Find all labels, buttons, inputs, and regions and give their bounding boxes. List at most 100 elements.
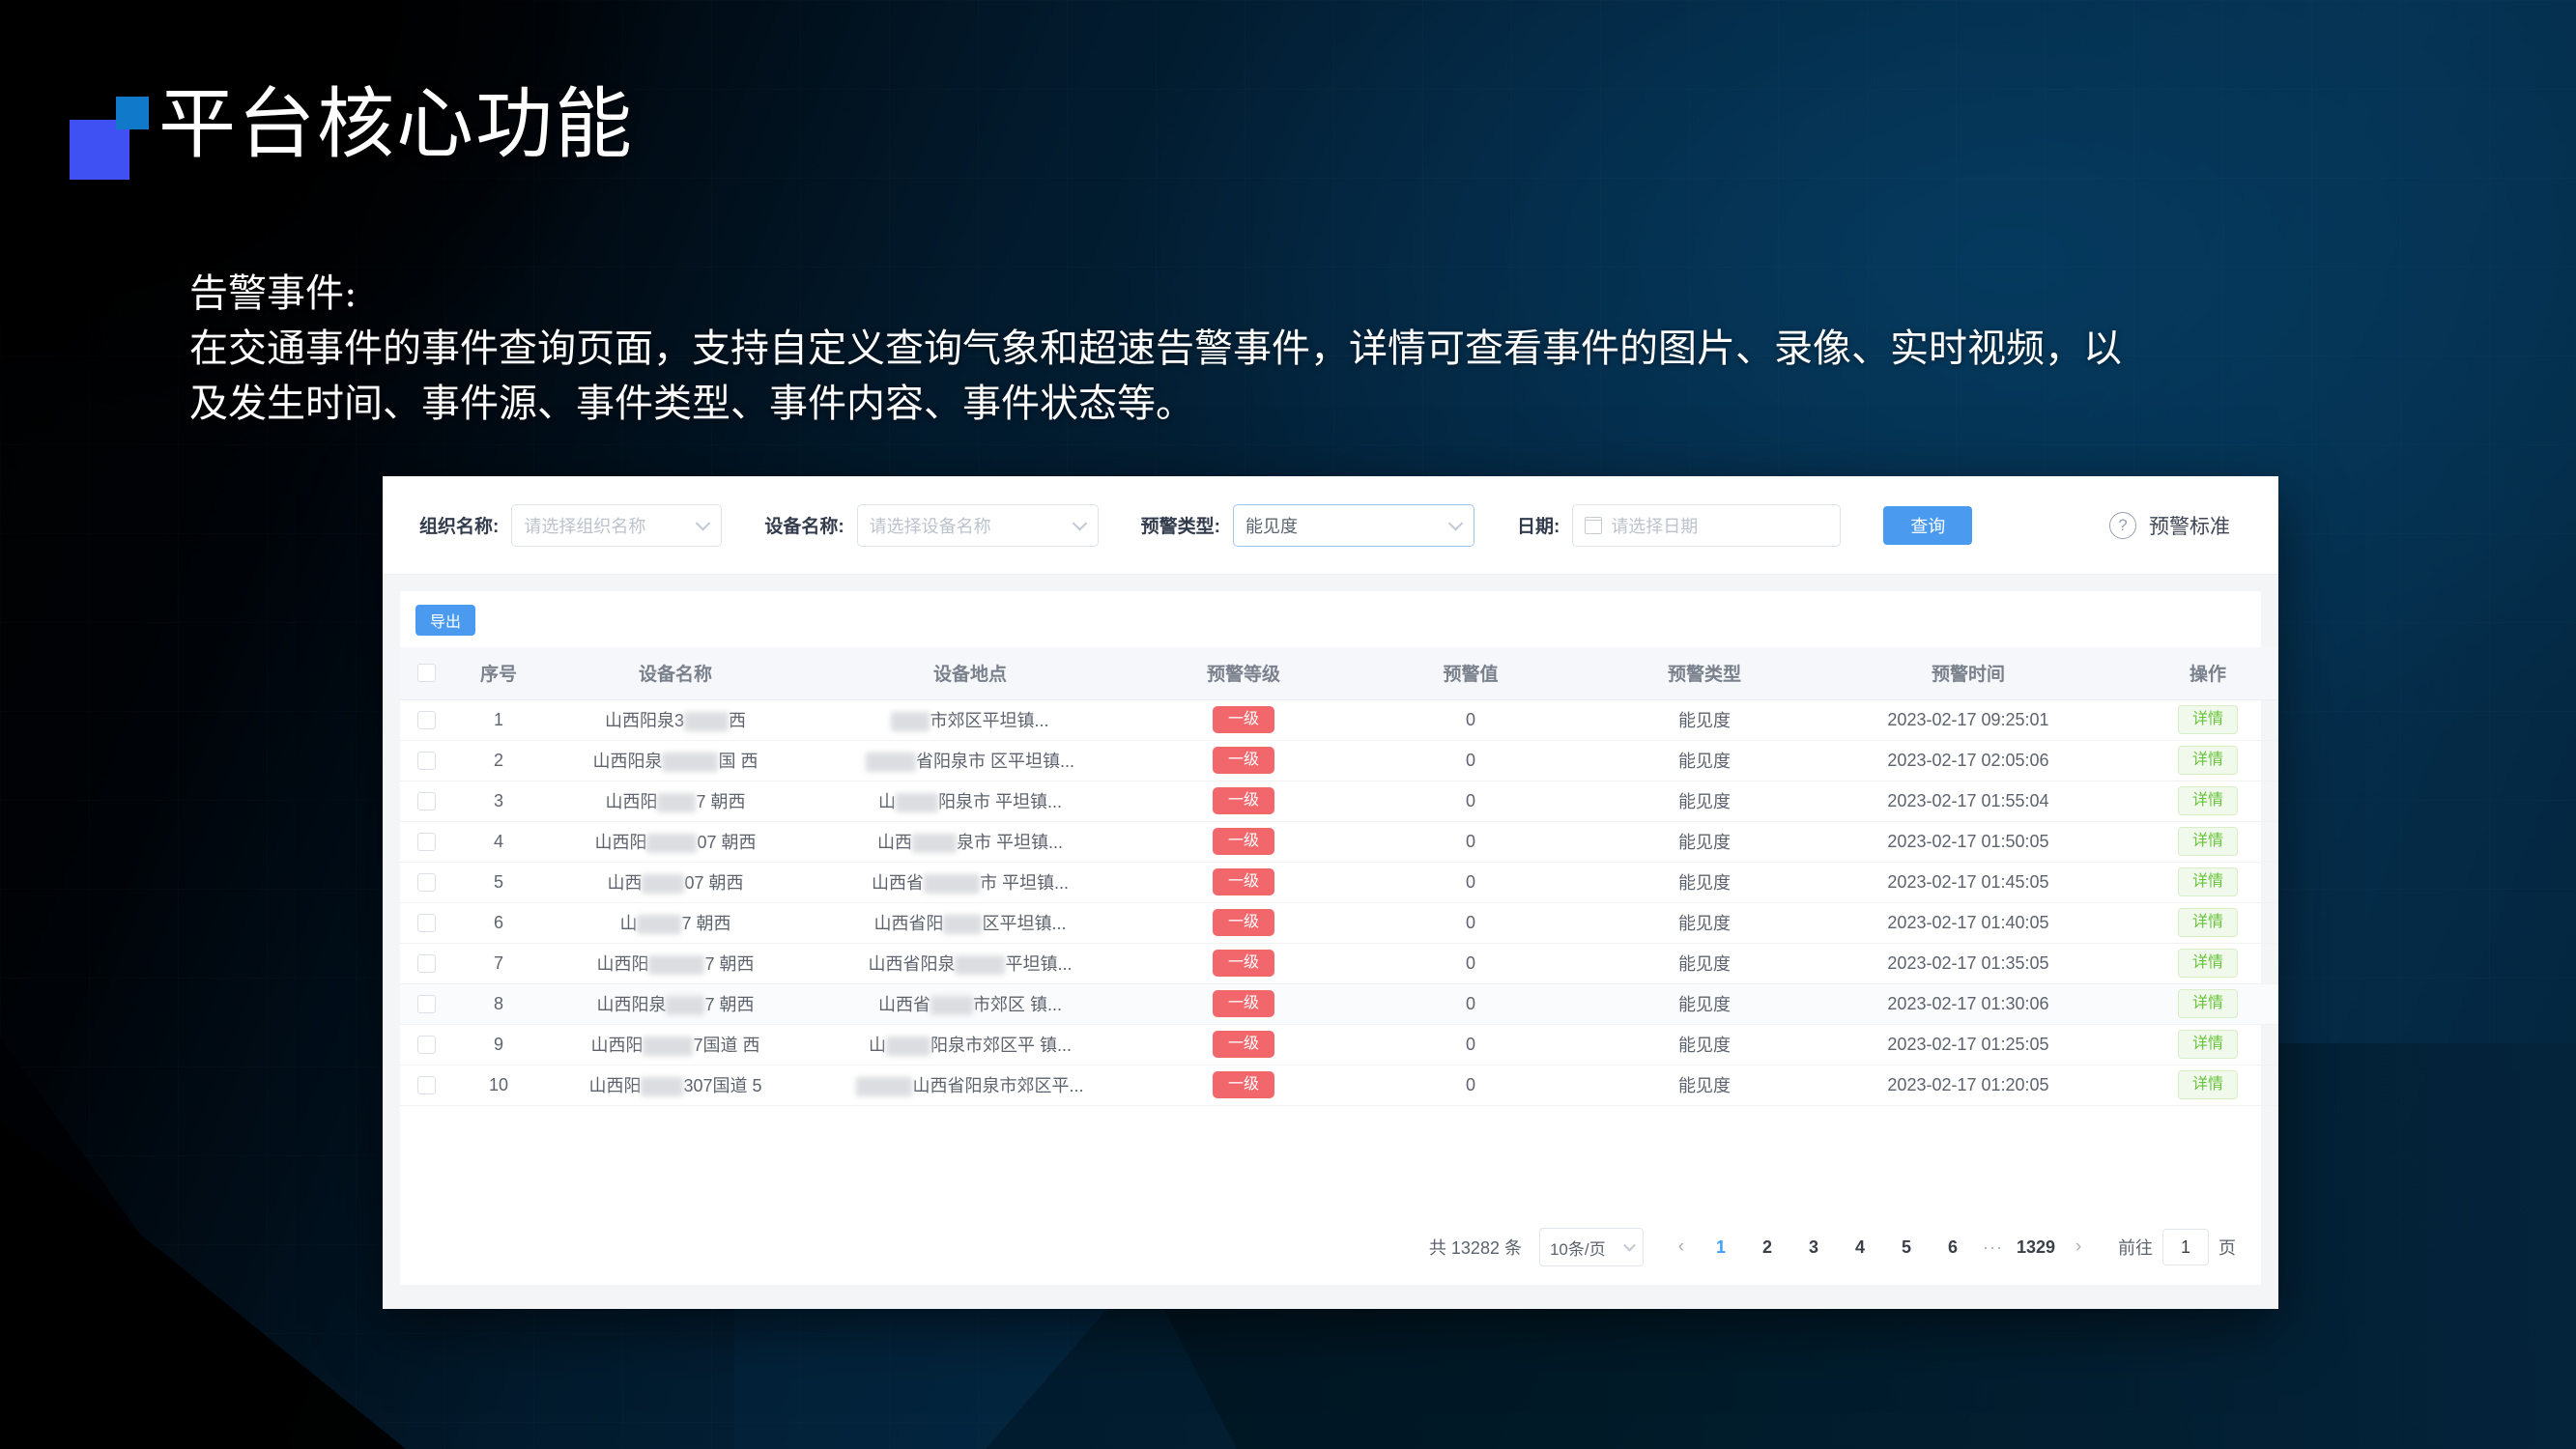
pagination-goto-unit: 页 [2218, 1238, 2236, 1258]
table-row[interactable]: 3 山西阳 7 朝西 山阳泉市 平坦镇... 一级 0 能见度 2023-02-17 01:5… [400, 781, 2278, 822]
detail-button[interactable]: 详情 [2177, 908, 2238, 937]
row-checkbox-cell[interactable] [400, 902, 452, 944]
cell-index: 4 [452, 821, 545, 863]
chevron-left-icon[interactable]: ‹ [1677, 1236, 1685, 1257]
row-checkbox[interactable] [416, 995, 436, 1014]
cell-action[interactable]: 详情 [2116, 740, 2278, 781]
alert-standard-label: 预警标准 [2149, 515, 2230, 538]
cell-place: 山西省阳泉 平坦镇... [806, 943, 1134, 984]
cell-place: 山西省阳 区平坦镇... [806, 902, 1134, 944]
row-checkbox-cell[interactable] [400, 862, 452, 903]
filter-date-input[interactable]: 请选择日期 [1572, 503, 1842, 547]
detail-button[interactable]: 详情 [2177, 786, 2238, 815]
cell-level: 一级 [1134, 943, 1353, 984]
cell-type: 能见度 [1589, 983, 1820, 1025]
row-checkbox[interactable] [416, 711, 436, 730]
row-checkbox[interactable] [416, 833, 436, 852]
cell-device: 山西阳 7 朝西 [545, 943, 806, 984]
device-place-redacted: 山西省市 平坦镇... [871, 873, 1069, 895]
row-checkbox[interactable] [416, 1076, 436, 1095]
header-type: 预警类型 [1589, 647, 1820, 700]
device-place-redacted: 山西省阳 区平坦镇... [873, 914, 1067, 935]
pagination-goto-label: 前往 [2118, 1238, 2153, 1258]
cell-action[interactable]: 详情 [2116, 983, 2278, 1025]
row-checkbox-cell[interactable] [400, 699, 452, 741]
row-checkbox-cell[interactable] [400, 1024, 452, 1065]
filter-device-label: 设备名称: [764, 517, 844, 537]
page-button-6[interactable]: 6 [1947, 1236, 1958, 1257]
cell-action[interactable]: 详情 [2116, 699, 2278, 741]
cell-index: 9 [452, 1024, 545, 1065]
page-button-last[interactable]: 1329 [2016, 1236, 2055, 1257]
table-row[interactable]: 8 山西阳泉 7 朝西 山西省 市郊区 镇... 一级 0 能见度 2023-02-17 01:… [400, 983, 2278, 1025]
table-row[interactable]: 1 山西阳泉3 西 市郊区平坦镇... 一级 0 能见度 2023-02-17 09:25:0… [400, 699, 2278, 741]
page-button-2[interactable]: 2 [1761, 1236, 1772, 1257]
detail-button[interactable]: 详情 [2177, 867, 2238, 896]
table-row[interactable]: 10 山西阳 307国道 5 山西省阳泉市郊区平... 一级 0 能见度 2023-02-17… [400, 1065, 2278, 1106]
detail-button[interactable]: 详情 [2177, 989, 2238, 1018]
device-name-redacted: 山西阳泉 7 朝西 [596, 995, 755, 1016]
filter-org-value: 请选择组织名称 [524, 516, 646, 536]
alert-standard-link[interactable]: ? 预警标准 [2109, 511, 2230, 540]
filter-org-select[interactable]: 请选择组织名称 [511, 503, 723, 547]
cell-type: 能见度 [1589, 781, 1820, 822]
page-button-4[interactable]: 4 [1854, 1236, 1865, 1257]
row-checkbox[interactable] [416, 1036, 436, 1055]
logo-squares-icon [70, 97, 158, 185]
detail-button[interactable]: 详情 [2177, 949, 2238, 978]
table-header: 序号 设备名称 设备地点 预警等级 预警值 预警类型 预警时间 操作 [400, 647, 2278, 700]
cell-action[interactable]: 详情 [2116, 862, 2278, 903]
detail-button[interactable]: 详情 [2177, 746, 2238, 775]
cell-action[interactable]: 详情 [2116, 821, 2278, 863]
cell-place: 山西 泉市 平坦镇... [806, 821, 1134, 863]
row-checkbox[interactable] [416, 792, 436, 811]
row-checkbox[interactable] [416, 873, 436, 893]
cell-value: 0 [1353, 821, 1589, 863]
device-place-redacted: 山西省 市郊区 镇... [877, 995, 1062, 1016]
table-row[interactable]: 2 山西阳泉国 西 省阳泉市 区平坦镇... 一级 0 能见度 2023-02-17 02:… [400, 740, 2278, 781]
table-row[interactable]: 9 山西阳 7国道 西 山阳泉市郊区平 镇... 一级 0 能见度 2023-02-17 01… [400, 1024, 2278, 1065]
table-row[interactable]: 5 山西 07 朝西 山西省市 平坦镇... 一级 0 能见度 2023-02-17 01:4… [400, 862, 2278, 903]
cell-level: 一级 [1134, 1024, 1353, 1065]
detail-button[interactable]: 详情 [2177, 1070, 2238, 1099]
row-checkbox[interactable] [416, 752, 436, 771]
row-checkbox-cell[interactable] [400, 943, 452, 984]
export-button[interactable]: 导出 [415, 605, 475, 636]
page-button-5[interactable]: 5 [1901, 1236, 1911, 1257]
row-checkbox-cell[interactable] [400, 1065, 452, 1106]
query-button[interactable]: 查询 [1883, 505, 1973, 545]
page-size-select[interactable]: 10条/页 [1538, 1228, 1644, 1266]
filter-alert-type-select[interactable]: 能见度 [1232, 503, 1474, 547]
row-checkbox-cell[interactable] [400, 781, 452, 822]
row-checkbox-cell[interactable] [400, 821, 452, 863]
pagination-goto-input[interactable] [2162, 1229, 2209, 1265]
cell-action[interactable]: 详情 [2116, 902, 2278, 944]
cell-action[interactable]: 详情 [2116, 781, 2278, 822]
detail-button[interactable]: 详情 [2177, 705, 2238, 734]
cell-time: 2023-02-17 01:45:05 [1820, 862, 2116, 903]
select-all-checkbox[interactable] [416, 664, 436, 683]
chevron-right-icon[interactable]: › [2075, 1236, 2082, 1257]
detail-button[interactable]: 详情 [2177, 827, 2238, 856]
table-row[interactable]: 7 山西阳 7 朝西 山西省阳泉 平坦镇... 一级 0 能见度 2023-02-17 01:3… [400, 943, 2278, 984]
table-row[interactable]: 4 山西阳 07 朝西 山西 泉市 平坦镇... 一级 0 能见度 2023-02-17 01:… [400, 821, 2278, 863]
header-value: 预警值 [1353, 647, 1589, 700]
cell-action[interactable]: 详情 [2116, 1065, 2278, 1106]
detail-button[interactable]: 详情 [2177, 1030, 2238, 1059]
row-checkbox-cell[interactable] [400, 983, 452, 1025]
status-badge: 一级 [1212, 828, 1274, 855]
filter-device-select[interactable]: 请选择设备名称 [856, 503, 1099, 547]
row-checkbox-cell[interactable] [400, 740, 452, 781]
row-checkbox[interactable] [416, 954, 436, 974]
table-card: 导出 序号 设备名称 设备地点 预警等级 预警值 [400, 591, 2278, 1285]
pagination-ellipsis[interactable]: ··· [1982, 1236, 2003, 1257]
page-button-1[interactable]: 1 [1715, 1236, 1726, 1257]
cell-device: 山西阳泉 7 朝西 [545, 983, 806, 1025]
cell-type: 能见度 [1589, 740, 1820, 781]
status-badge: 一级 [1212, 787, 1274, 814]
page-button-3[interactable]: 3 [1808, 1236, 1818, 1257]
cell-action[interactable]: 详情 [2116, 943, 2278, 984]
row-checkbox[interactable] [416, 914, 436, 933]
cell-action[interactable]: 详情 [2116, 1024, 2278, 1065]
